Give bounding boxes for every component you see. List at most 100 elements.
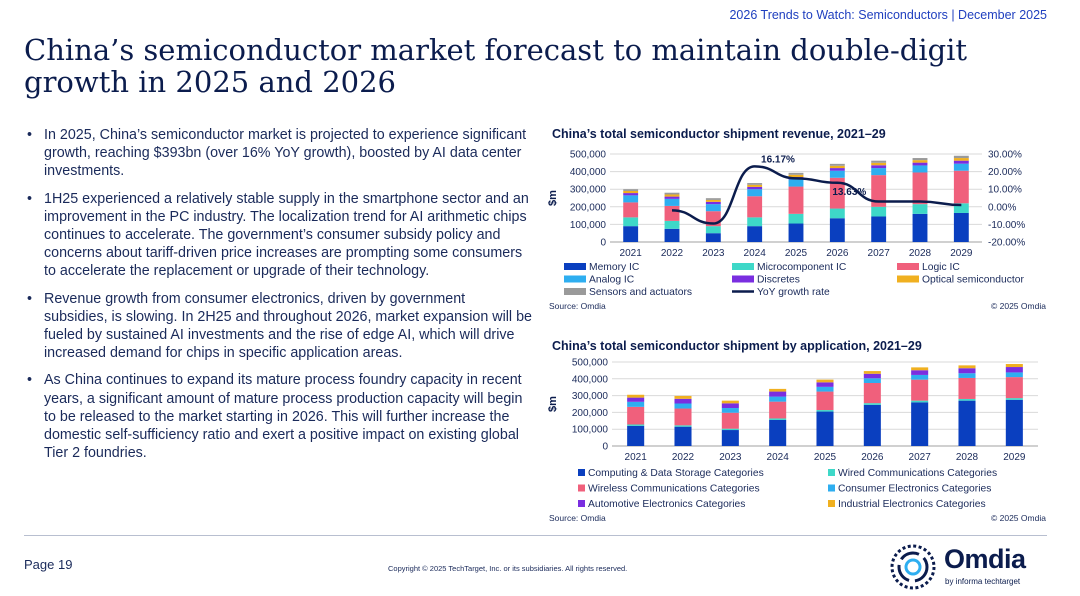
bar-segment	[871, 216, 887, 242]
y-tick-label: 0	[602, 442, 608, 453]
legend-label: Memory IC	[589, 262, 640, 273]
bar-segment	[953, 163, 969, 171]
bar-segment	[871, 206, 887, 217]
bar-segment	[705, 233, 721, 242]
bar-segment	[705, 198, 721, 200]
bar-segment	[958, 398, 976, 401]
bar-segment	[674, 425, 692, 427]
bar-segment	[816, 386, 834, 392]
bar-segment	[747, 189, 763, 197]
legend-label: Logic IC	[922, 262, 960, 273]
bar-segment	[911, 374, 929, 380]
bar-segment	[721, 430, 739, 446]
y2-tick-label: -10.00%	[988, 220, 1025, 231]
omdia-logo: Omdia by informa techtarget	[886, 542, 1056, 592]
x-tick-label: 2022	[672, 452, 695, 463]
y-tick-label: 500,000	[570, 150, 607, 161]
logo-wordmark: Omdia	[944, 544, 1026, 574]
bar-segment	[747, 226, 763, 242]
y2-tick-label: -20.00%	[988, 238, 1025, 249]
legend-swatch	[897, 263, 919, 270]
bar-segment	[912, 162, 928, 166]
bar-segment	[863, 378, 881, 383]
y-tick-label: 0	[600, 238, 606, 249]
chart2-source: Source: Omdia	[549, 513, 606, 523]
bar-segment	[912, 172, 928, 205]
bar-segment	[623, 190, 639, 194]
x-tick-label: 2028	[909, 248, 932, 259]
bar-segment	[958, 377, 976, 399]
bar-segment	[769, 388, 787, 392]
chart1-title: China’s total semiconductor shipment rev…	[552, 127, 886, 141]
bar-segment	[664, 228, 680, 242]
y-tick-label: 400,000	[572, 374, 609, 385]
bar-segment	[747, 217, 763, 227]
bar-segment	[912, 213, 928, 242]
y-axis-label: $m	[547, 190, 559, 206]
bar-segment	[769, 418, 787, 420]
y-tick-label: 200,000	[570, 202, 607, 213]
bar-segment	[627, 425, 645, 446]
y2-tick-label: 10.00%	[988, 185, 1022, 196]
bar-segment	[829, 168, 845, 171]
bar-segment	[721, 400, 739, 404]
legend-label: Consumer Electronics Categories	[838, 484, 991, 495]
bar-segment	[674, 398, 692, 404]
bar-segment	[623, 202, 639, 218]
bar-segment	[829, 165, 845, 169]
bullet-item: 1H25 experienced a relatively stable sup…	[24, 190, 532, 281]
bar-segment	[953, 212, 969, 242]
page-number: Page 19	[24, 557, 73, 572]
x-tick-label: 2021	[625, 452, 648, 463]
bar-segment	[721, 403, 739, 409]
legend-swatch	[578, 484, 585, 492]
x-tick-label: 2025	[785, 248, 808, 259]
bar-segment	[829, 218, 845, 242]
y-tick-label: 500,000	[572, 358, 609, 369]
growth-annotation: 13.63%	[832, 187, 866, 198]
y-tick-label: 100,000	[572, 425, 609, 436]
bar-segment	[953, 160, 969, 164]
bar-segment	[953, 203, 969, 213]
legend-swatch	[732, 263, 754, 270]
bar-segment	[953, 170, 969, 204]
legend-label: Industrial Electronics Categories	[838, 499, 986, 510]
bar-segment	[769, 396, 787, 402]
legend-swatch	[578, 500, 585, 507]
omdia-logo-icon	[890, 544, 936, 590]
bar-segment	[911, 400, 929, 403]
bar-segment	[911, 370, 929, 375]
legend-label: Sensors and actuators	[589, 287, 692, 298]
bar-segment	[911, 367, 929, 371]
x-tick-label: 2024	[744, 248, 767, 259]
bar-segment	[788, 174, 804, 178]
bar-segment	[816, 382, 834, 387]
bar-segment	[627, 401, 645, 407]
bar-segment	[1005, 398, 1023, 400]
legend-label: Automotive Electronics Categories	[588, 499, 745, 510]
chart1-source: Source: Omdia	[549, 301, 606, 311]
legend-label: Wired Communications Categories	[838, 468, 997, 479]
legend-label: Microcomponent IC	[757, 262, 847, 273]
bar-segment	[871, 175, 887, 207]
bar-segment	[871, 160, 887, 163]
x-tick-label: 2027	[909, 452, 932, 463]
y-tick-label: 100,000	[570, 220, 607, 231]
bar-segment	[664, 196, 680, 199]
bar-segment	[769, 391, 787, 397]
bar-segment	[674, 395, 692, 399]
bar-segment	[705, 226, 721, 234]
bar-segment	[788, 179, 804, 187]
x-tick-label: 2024	[767, 452, 790, 463]
y-tick-label: 300,000	[572, 391, 609, 402]
bar-segment	[911, 379, 929, 401]
bar-segment	[863, 371, 881, 374]
bar-segment	[829, 163, 845, 166]
legend-label: Computing & Data Storage Categories	[588, 468, 764, 479]
bar-segment	[623, 226, 639, 242]
legend-swatch	[897, 275, 919, 283]
legend-swatch	[828, 500, 835, 507]
legend-label: YoY growth rate	[757, 287, 830, 298]
bar-segment	[1005, 377, 1023, 399]
bar-segment	[958, 400, 976, 446]
